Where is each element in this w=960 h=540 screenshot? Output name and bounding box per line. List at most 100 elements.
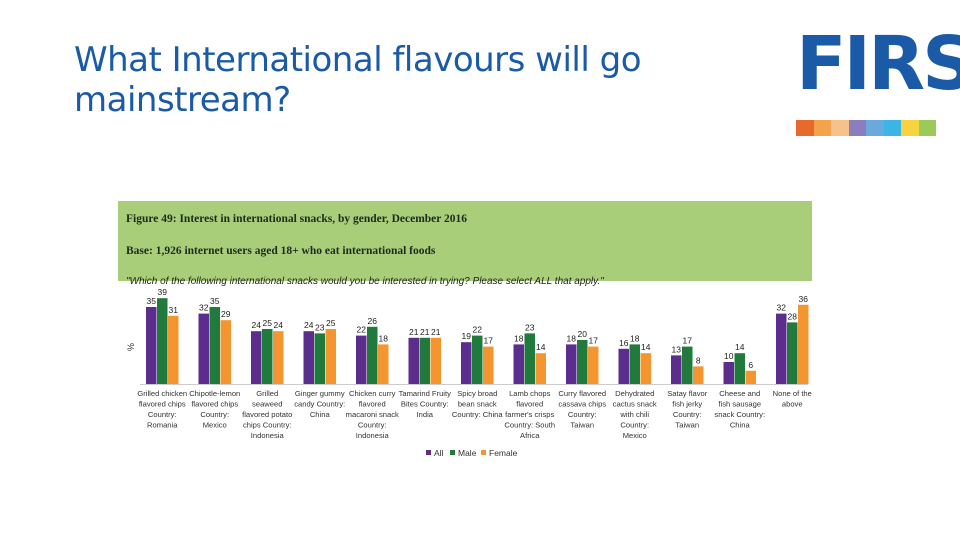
x-tick-label-line: seaweed [252, 400, 282, 409]
x-tick-label-line: farmer's crisps [505, 410, 554, 419]
x-tick-label-line: Chicken curry [349, 389, 396, 398]
bar-all [251, 331, 262, 384]
data-label: 18 [514, 333, 524, 343]
x-tick-label-line: flavored potato [242, 410, 292, 419]
slide-title: What International flavours will go main… [74, 40, 642, 120]
x-tick-label-line: Tamarind Fruity [399, 389, 452, 398]
data-label: 23 [315, 322, 325, 332]
data-label: 24 [252, 320, 262, 330]
data-label: 20 [578, 329, 588, 339]
bar-female [273, 331, 284, 384]
x-tick-label-line: above [782, 400, 803, 409]
x-tick-label-line: China [310, 410, 331, 419]
x-tick-label-line: flavored chips [191, 400, 238, 409]
data-label: 22 [473, 325, 483, 335]
data-label: 21 [431, 327, 441, 337]
x-tick-label-line: Country: China [452, 410, 503, 419]
data-label: 28 [788, 311, 798, 321]
x-tick-label-line: candy Country: [294, 400, 345, 409]
legend-label-all: All [434, 448, 444, 458]
data-label: 18 [379, 333, 389, 343]
bar-male [209, 307, 220, 384]
x-tick-label-line: with chili [619, 410, 649, 419]
logo-strip-segment [831, 120, 849, 136]
bar-female [535, 353, 546, 384]
logo-strip-segment [866, 120, 884, 136]
bar-female [798, 304, 809, 384]
data-label: 21 [420, 327, 430, 337]
bar-male [524, 333, 535, 384]
x-tick-label: Grilled chicken flavored chips Country: Rom… [137, 389, 187, 430]
data-label: 35 [210, 296, 220, 306]
x-tick-label-line: Indonesia [356, 431, 390, 440]
data-label: 31 [169, 305, 179, 315]
bar-female [430, 337, 441, 384]
bar-female [588, 346, 599, 384]
x-tick-label: Chipotle-lemon flavored chips Country: Mexi… [189, 389, 240, 430]
x-tick-label-line: Mexico [203, 421, 227, 430]
x-tick-label-line: flavored [359, 400, 386, 409]
data-label: 18 [630, 333, 640, 343]
x-tick-label-line: Country: [568, 410, 597, 419]
bar-all [356, 335, 367, 384]
figure-title: Figure 49: Interest in international sna… [126, 213, 468, 225]
data-label: 14 [735, 342, 745, 352]
bar-all [303, 331, 314, 384]
x-tick-label-line: fish sausage [718, 400, 761, 409]
legend-swatch-female [481, 450, 486, 455]
x-tick-label-line: chips Country: [243, 421, 292, 430]
data-label: 29 [221, 309, 231, 319]
x-tick-label-line: Bites Country: [401, 400, 449, 409]
bar-all [198, 313, 209, 384]
x-tick-label: Chicken curry flavored macaroni snack Count… [346, 389, 399, 440]
x-tick-label: Satay flavor fish jerky Country: Taiwan [667, 389, 708, 430]
bar-male [472, 335, 483, 384]
logo-strip-segment [813, 120, 831, 136]
x-tick-label-line: Grilled chicken [137, 389, 187, 398]
bar-all [513, 344, 524, 384]
x-tick-label-line: Country: South [504, 421, 555, 430]
data-label: 17 [484, 336, 494, 346]
data-label: 6 [748, 360, 753, 370]
legend-swatch-all [426, 450, 431, 455]
bar-male [734, 353, 745, 384]
bar-male [577, 340, 588, 384]
data-label: 10 [724, 351, 734, 361]
bar-all [566, 344, 577, 384]
logo-strip-segment [883, 120, 901, 136]
x-tick-label-line: cactus snack [613, 400, 657, 409]
x-tick-label-line: China [730, 421, 751, 430]
x-tick-label-line: Taiwan [675, 421, 699, 430]
bar-male [314, 333, 325, 384]
x-tick-label-line: Dehydrated [615, 389, 654, 398]
x-tick-label-line: Country: [148, 410, 177, 419]
data-label: 35 [147, 296, 157, 306]
x-tick-label-line: Curry flavored [558, 389, 606, 398]
x-tick-label-line: Country: [620, 421, 649, 430]
figure-header [118, 201, 812, 281]
x-tick-label-line: snack Country: [714, 410, 765, 419]
x-tick-label-line: Taiwan [570, 421, 594, 430]
logo-strip-segment [901, 120, 919, 136]
x-tick-label-line: Country: [673, 410, 702, 419]
chart-figure: Figure 49: Interest in international sna… [118, 187, 812, 467]
x-tick-label-line: Country: [358, 421, 387, 430]
data-label: 24 [274, 320, 284, 330]
firsts-logo: FIRSt [796, 24, 960, 140]
legend-swatch-male [450, 450, 455, 455]
y-axis-label: % [126, 343, 136, 351]
x-tick-label: Ginger gummy candy Country: China [294, 389, 345, 419]
bar-male [787, 322, 798, 384]
bar-female [483, 346, 494, 384]
x-tick-label: Cheese and fish sausage snack Country: Chin… [714, 389, 765, 430]
data-label: 36 [799, 294, 809, 304]
bar-female [745, 370, 756, 384]
x-tick-label-line: Ginger gummy [295, 389, 345, 398]
bar-male [682, 346, 693, 384]
x-tick-label-line: None of the [773, 389, 812, 398]
x-tick-label-line: bean snack [458, 400, 497, 409]
data-label: 18 [567, 333, 577, 343]
x-tick-label-line: Lamb chops [509, 389, 551, 398]
figure-base: Base: 1,926 internet users aged 18+ who … [126, 245, 436, 257]
x-tick-label-line: cassava chips [558, 400, 606, 409]
